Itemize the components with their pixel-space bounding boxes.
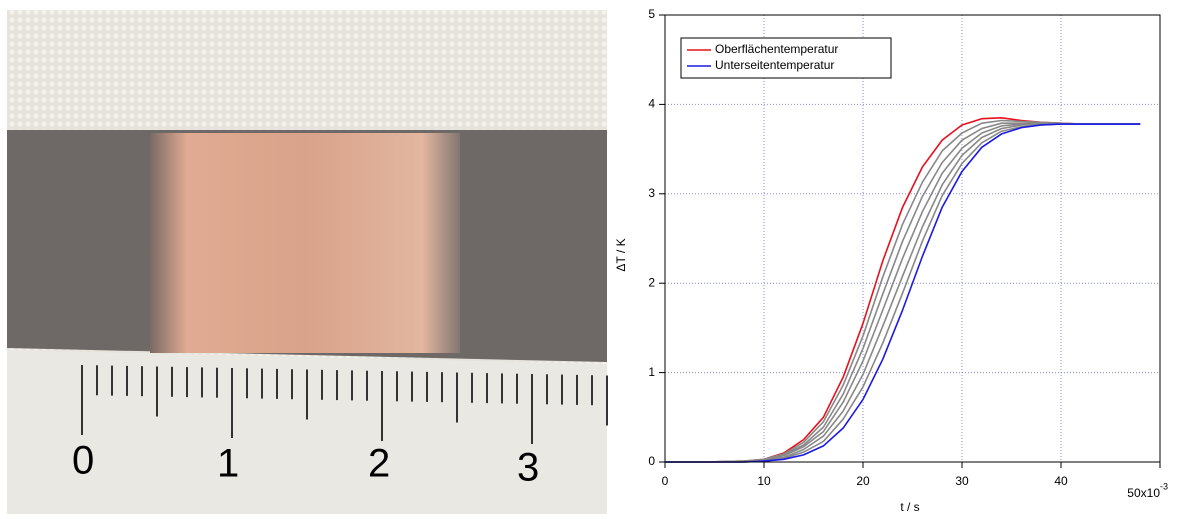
- x-tick-label: 40: [1054, 474, 1068, 488]
- ruler-labels: 0 1 2 3: [72, 439, 539, 490]
- series-line: [665, 123, 1141, 463]
- y-tick-label: 2: [648, 275, 655, 289]
- chart: t / s ΔT / K 0 1 2 3 4 5 0 10 20 30 40 50x10 -3 Oberf…: [614, 7, 1168, 514]
- y-tick-label: 0: [648, 454, 655, 468]
- copper-area: [150, 133, 460, 353]
- series-line: [665, 117, 1141, 463]
- ruler-label: 1: [217, 442, 239, 486]
- plot-frame: [664, 14, 1161, 463]
- legend-box: [680, 37, 892, 79]
- ruler-label: 3: [517, 446, 539, 490]
- y-tick-label: 5: [648, 7, 655, 21]
- y-tick-label: 1: [648, 365, 655, 379]
- x-axis-label: t / s: [900, 500, 919, 514]
- ruler-label: 0: [72, 439, 94, 483]
- ruler-ticks: [81, 365, 608, 444]
- x-tick-label: 10: [757, 474, 771, 488]
- x-tick-exponent: -3: [1160, 481, 1168, 491]
- photo: 0 1 2 3: [7, 10, 608, 514]
- x-tick-label: 50x10: [1127, 486, 1160, 500]
- x-tick-label: 0: [662, 474, 669, 488]
- legend-label: Unterseitentemperatur: [715, 58, 834, 72]
- legend-label: Oberflächentemperatur: [715, 42, 838, 56]
- x-tick-label: 20: [856, 474, 870, 488]
- y-axis-label: ΔT / K: [614, 238, 628, 271]
- y-tick-label: 4: [648, 97, 655, 111]
- series-line: [665, 123, 1141, 463]
- x-tick-label: 30: [955, 474, 969, 488]
- y-tick-label: 3: [648, 186, 655, 200]
- ruler-label: 2: [368, 442, 390, 486]
